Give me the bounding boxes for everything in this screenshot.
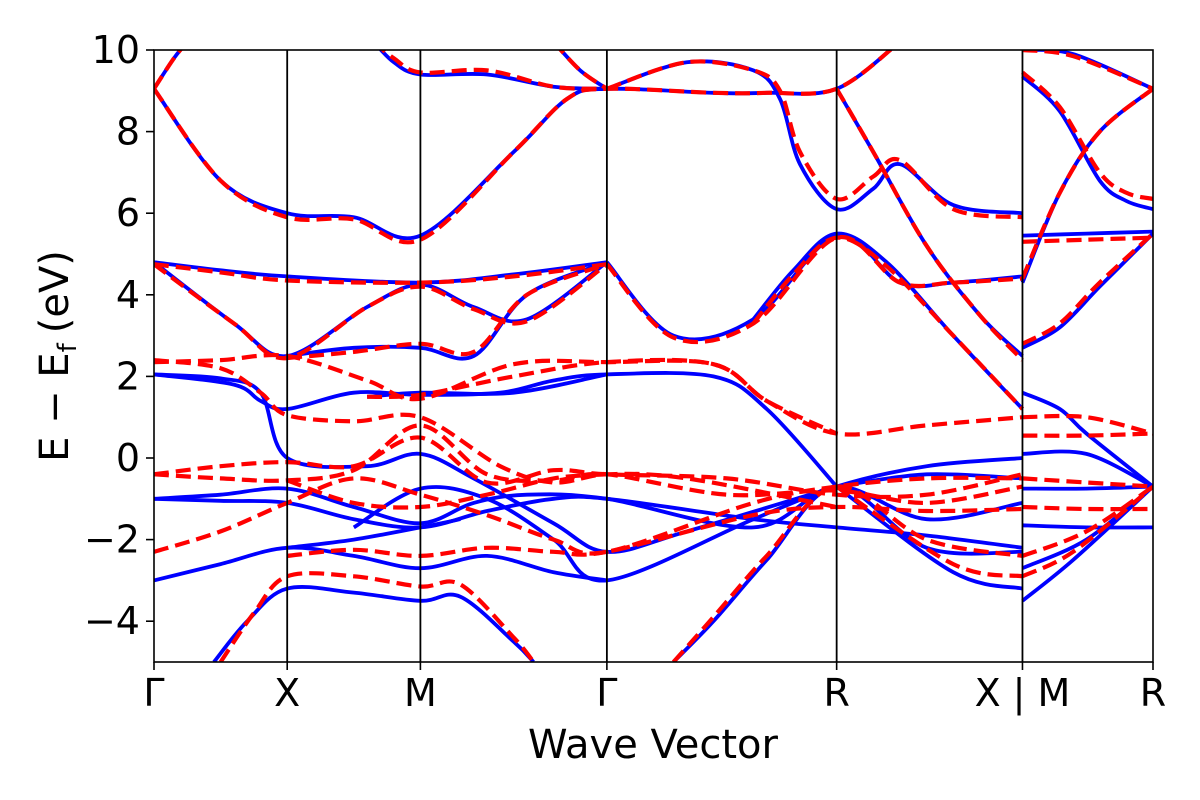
band-dashed-8 [154,262,608,285]
band-dashed-18 [287,504,1023,559]
x-tick-label-3: Γ [596,671,617,715]
band-solid-17 [154,545,608,583]
band-solid-16 [352,456,1023,583]
x-axis-title: Wave Vector [528,722,779,768]
y-tick-label-2: 0 [116,436,140,480]
series-dashed [154,50,1153,662]
band-dashed-13 [367,357,838,436]
band-dashed-0 [154,50,894,245]
band-dashed-28 [1022,431,1153,438]
band-dashed-20 [671,484,1023,662]
band-dashed-5 [834,87,1025,362]
x-tick-label-0: Γ [143,671,164,715]
x-tick-label-5: X | M [975,671,1071,716]
y-tick-label-6: 8 [116,110,140,154]
band-dashed-23 [1022,50,1153,91]
x-tick-label-6: R [1140,671,1166,715]
y-tick-label-1: −2 [84,518,140,562]
band-solid-26 [1022,229,1153,238]
band-dashed-9 [154,262,609,361]
band-dashed-29 [1022,504,1153,512]
band-solid-10 [286,260,608,361]
y-axis-title-main: E − E [32,352,78,462]
band-solid-2 [378,50,607,91]
band-solid-18 [286,517,461,550]
band-dashed-21 [835,484,1023,579]
band-dashed-22 [1021,70,1153,201]
x-tick-label-2: M [404,671,437,715]
band-dashed-32 [1022,476,1153,489]
y-tick-label-4: 4 [116,273,140,317]
kpoint-divider-lines [286,50,1024,662]
band-dashed-12 [154,352,1023,437]
y-axis-title: E − Ef (eV) [32,250,83,462]
band-dashed-26 [1021,232,1153,346]
band-solid-24 [1022,50,1153,91]
y-axis-title-subscript: f [53,342,83,352]
band-dashed-31 [1021,484,1153,579]
band-dashed-27 [1022,413,1153,436]
band-dashed-15 [154,423,1023,506]
y-tick-label-5: 6 [116,191,140,235]
band-solid-13 [154,372,838,554]
band-solid-31 [1022,523,1153,530]
band-dashed-6 [751,235,1025,411]
x-tick-label-1: X [274,671,300,715]
band-dashed-30 [1021,484,1153,558]
band-solid-23 [1021,75,1153,211]
y-tick-label-0: −4 [84,599,140,643]
x-tick-label-4: R [823,671,849,715]
band-dashed-1 [154,50,184,90]
x-axis: Γ X M Γ R X | M R [143,662,1166,716]
band-dashed-3 [606,59,1023,220]
y-tick-label-3: 2 [116,354,140,398]
band-solid-28 [1021,390,1153,489]
y-tick-label-7: 10 [92,28,140,72]
y-axis-title-unit: (eV) [32,250,78,333]
band-solid-3 [606,59,1023,216]
band-dashed-19 [218,571,536,662]
band-solid-29 [1022,449,1153,489]
plot-area [154,50,1153,662]
band-solid-6 [751,231,1024,411]
y-axis: −4 −2 0 2 4 6 8 10 [84,28,154,643]
band-dashed-24 [1020,87,1153,280]
plot-frame [153,49,1154,663]
band-solid-4 [558,50,608,91]
band-solid-5 [834,87,1024,358]
band-solid-9 [154,260,609,359]
band-dashed-25 [1022,235,1153,244]
band-dashed-7 [605,235,1023,345]
band-dashed-2 [379,50,607,91]
